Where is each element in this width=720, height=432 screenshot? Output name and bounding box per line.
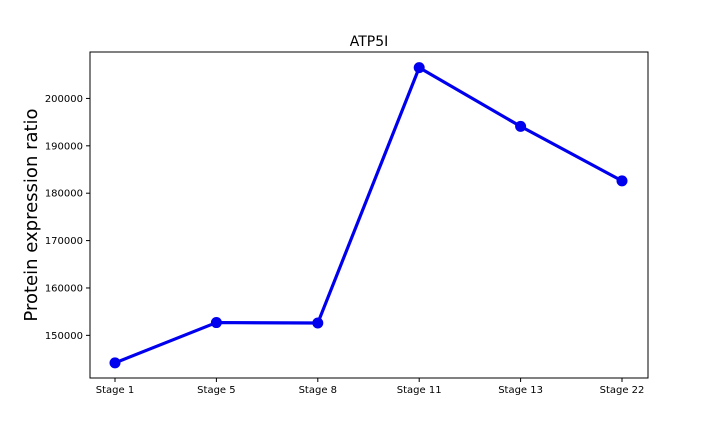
x-tick-label-2: Stage 8	[299, 385, 337, 396]
data-point-0-1	[210, 317, 222, 329]
y-tick-label-4: 190000	[45, 141, 83, 152]
data-point-0-3	[413, 62, 425, 74]
y-axis-label: Protein expression ratio	[21, 108, 42, 321]
x-tick-label-5: Stage 22	[600, 385, 645, 396]
x-tick-label-1: Stage 5	[197, 385, 235, 396]
x-tick-label-0: Stage 1	[96, 385, 134, 396]
data-point-0-5	[616, 175, 628, 187]
data-point-0-4	[515, 120, 527, 132]
plot-frame	[89, 51, 649, 379]
x-tick-label-4: Stage 13	[498, 385, 543, 396]
y-tick-label-5: 200000	[45, 94, 83, 105]
x-tick-label-3: Stage 11	[397, 385, 442, 396]
plot-area: Stage 1 Stage 5 Stage 8 Stage 11 Stage 13 Sta…	[45, 62, 645, 396]
chart-title: ATP5I	[350, 34, 389, 50]
series-line-0	[113, 66, 624, 365]
y-tick-label-2: 170000	[45, 236, 83, 247]
data-point-0-2	[312, 317, 324, 329]
y-tick-label-1: 160000	[45, 283, 83, 294]
y-tick-label-3: 180000	[45, 189, 83, 200]
data-point-0-0	[109, 357, 121, 369]
y-tick-label-0: 150000	[45, 331, 83, 342]
